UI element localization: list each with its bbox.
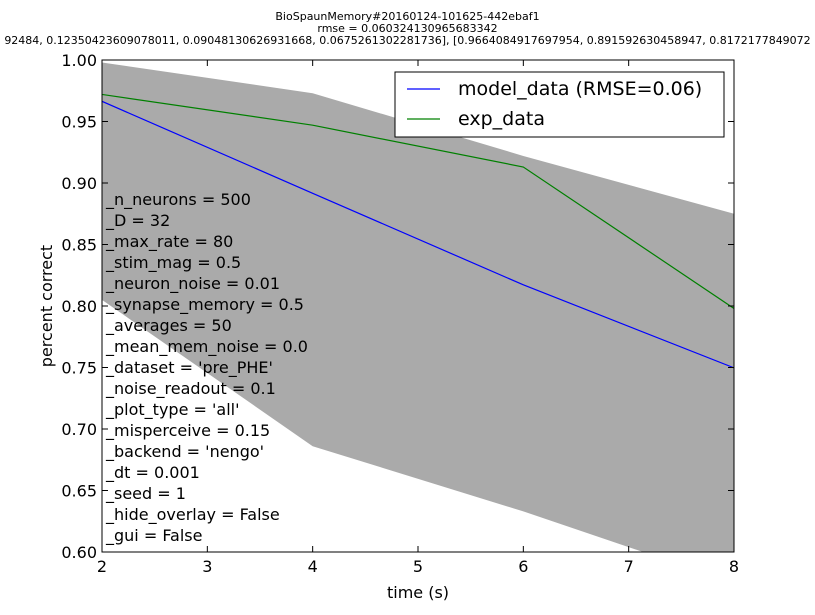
parameter-annotation: _plot_type = 'all': [105, 400, 239, 420]
x-axis-label: time (s): [387, 583, 449, 602]
legend-box: [394, 71, 725, 138]
parameter-annotation: _gui = False: [105, 526, 202, 546]
parameter-annotation: _seed = 1: [105, 484, 186, 504]
parameter-annotation: _hide_overlay = False: [105, 505, 280, 525]
y-tick-label: 0.80: [61, 297, 97, 316]
parameter-annotation: _dataset = 'pre_PHE': [105, 358, 273, 378]
parameter-annotation: _stim_mag = 0.5: [105, 253, 241, 273]
y-tick-label: 1.00: [61, 51, 97, 70]
axis-ticks-layer: 2 3 4 5 6 7 8 0.60 0.65 0.70 0.75 0.80 0.85 0.90 0.95 1…: [61, 51, 739, 576]
parameter-annotation: _misperceive = 0.15: [105, 421, 270, 441]
y-tick-label: 0.75: [61, 359, 97, 378]
y-tick-label: 0.90: [61, 174, 97, 193]
confidence-band: [102, 62, 734, 552]
parameter-annotation: _noise_readout = 0.1: [105, 379, 276, 399]
y-tick-label: 0.70: [61, 420, 97, 439]
chart-subtitle-rmse: rmse = 0.060324130965683342: [317, 22, 498, 35]
legend-label-1: exp_data: [458, 108, 545, 130]
parameter-annotation: _synapse_memory = 0.5: [105, 295, 304, 315]
x-tick-label: 5: [413, 557, 423, 576]
y-tick-label: 0.95: [61, 113, 97, 132]
series-lines-layer: [102, 93, 734, 369]
chart-subtitle-values: 92484, 0.12350423609078011, 0.0904813062…: [4, 34, 811, 47]
parameter-annotation: _mean_mem_noise = 0.0: [105, 337, 308, 357]
x-tick-label: 2: [97, 557, 107, 576]
parameter-annotation: _backend = 'nengo': [105, 442, 264, 462]
x-tick-label: 8: [729, 557, 739, 576]
parameter-annotation: _max_rate = 80: [105, 232, 233, 252]
y-tick-label: 0.65: [61, 482, 97, 501]
x-tick-label: 7: [624, 557, 634, 576]
legend-label-0: model_data (RMSE=0.06): [458, 78, 702, 100]
parameter-annotations: _n_neurons = 500_D = 32_max_rate = 80_st…: [105, 190, 308, 546]
y-axis-label: percent correct: [37, 245, 56, 367]
legend: model_data (RMSE=0.06) exp_data: [394, 71, 725, 138]
parameter-annotation: _averages = 50: [105, 316, 232, 336]
series-line-0: [102, 100, 734, 369]
chart-title: BioSpaunMemory#20160124-101625-442ebaf1: [275, 10, 540, 23]
y-tick-label: 0.60: [61, 543, 97, 562]
parameter-annotation: _D = 32: [105, 211, 170, 231]
x-tick-label: 6: [518, 557, 528, 576]
parameter-annotation: _n_neurons = 500: [105, 190, 251, 210]
parameter-annotation: _dt = 0.001: [105, 463, 200, 483]
series-line-1: [102, 93, 734, 309]
x-tick-label: 3: [202, 557, 212, 576]
y-tick-label: 0.85: [61, 236, 97, 255]
confidence-band-layer: [102, 62, 734, 552]
x-tick-label: 4: [308, 557, 318, 576]
parameter-annotation: _neuron_noise = 0.01: [105, 274, 280, 294]
